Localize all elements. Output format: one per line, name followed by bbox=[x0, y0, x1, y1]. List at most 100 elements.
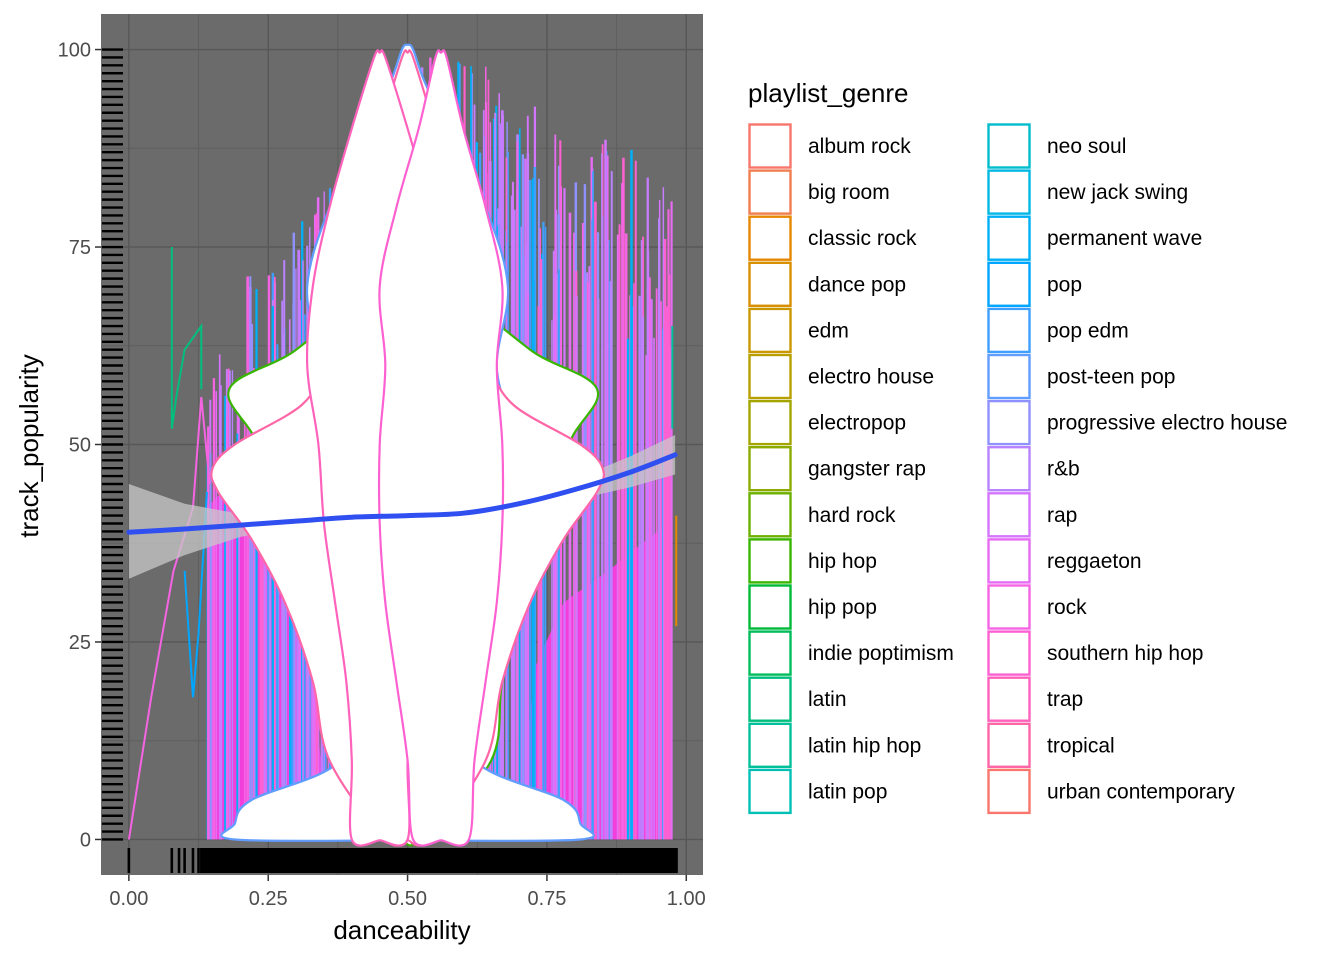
legend-key bbox=[987, 169, 1031, 215]
legend-item: latin bbox=[748, 676, 847, 722]
legend-key bbox=[748, 722, 792, 768]
legend-item: dance pop bbox=[748, 261, 906, 307]
y-tick-label: 75 bbox=[69, 237, 91, 259]
legend-label: latin hip hop bbox=[808, 734, 921, 757]
legend-label: new jack swing bbox=[1047, 181, 1188, 204]
legend-key bbox=[748, 584, 792, 630]
legend-title: playlist_genre bbox=[748, 78, 908, 108]
legend: playlist_genre album rock big room classic… bbox=[748, 78, 1287, 815]
legend-label: tropical bbox=[1047, 734, 1115, 757]
legend-key bbox=[987, 215, 1031, 261]
legend-key bbox=[748, 630, 792, 676]
legend-label: progressive electro house bbox=[1047, 412, 1287, 435]
x-tick-label: 0.00 bbox=[109, 888, 148, 910]
legend-label: indie poptimism bbox=[808, 642, 954, 665]
legend-item: latin hip hop bbox=[748, 722, 921, 768]
legend-key bbox=[748, 676, 792, 722]
legend-item: hip hop bbox=[748, 538, 877, 584]
legend-item: electro house bbox=[748, 353, 934, 400]
legend-key bbox=[987, 584, 1031, 630]
x-tick-label: 1.00 bbox=[667, 888, 706, 910]
legend-key bbox=[987, 630, 1031, 676]
legend-key bbox=[748, 492, 792, 538]
legend-item: edm bbox=[748, 307, 849, 354]
legend-label: neo soul bbox=[1047, 135, 1126, 158]
legend-item: urban contemporary bbox=[987, 768, 1235, 815]
legend-label: album rock bbox=[808, 135, 911, 158]
legend-key bbox=[748, 768, 792, 815]
legend-key bbox=[987, 538, 1031, 584]
legend-label: latin pop bbox=[808, 780, 887, 803]
legend-item: rock bbox=[987, 584, 1087, 630]
legend-item: album rock bbox=[748, 123, 911, 169]
legend-key bbox=[748, 123, 792, 169]
legend-key bbox=[987, 307, 1031, 354]
legend-label: southern hip hop bbox=[1047, 642, 1203, 665]
legend-item: southern hip hop bbox=[987, 630, 1203, 676]
legend-key bbox=[748, 169, 792, 215]
legend-label: rap bbox=[1047, 504, 1077, 527]
legend-label: gangster rap bbox=[808, 458, 926, 481]
x-tick-label: 0.25 bbox=[249, 888, 288, 910]
legend-label: edm bbox=[808, 319, 849, 342]
legend-label: hip hop bbox=[808, 550, 877, 573]
legend-item: gangster rap bbox=[748, 446, 926, 492]
legend-item: new jack swing bbox=[987, 169, 1188, 215]
y-tick-label: 50 bbox=[69, 435, 91, 457]
legend-key bbox=[987, 768, 1031, 815]
legend-key bbox=[987, 492, 1031, 538]
legend-item: rap bbox=[987, 492, 1077, 538]
legend-label: hip pop bbox=[808, 596, 877, 619]
violin-layer bbox=[210, 43, 606, 847]
legend-item: progressive electro house bbox=[987, 399, 1287, 446]
legend-label: dance pop bbox=[808, 273, 906, 296]
legend-item: r&b bbox=[987, 446, 1080, 492]
outlier-trace bbox=[183, 491, 208, 698]
legend-key bbox=[987, 261, 1031, 307]
x-axis-title: danceability bbox=[333, 915, 470, 945]
legend-label: pop bbox=[1047, 273, 1082, 296]
legend-item: neo soul bbox=[987, 123, 1126, 169]
legend-item: post-teen pop bbox=[987, 353, 1175, 400]
legend-key bbox=[748, 446, 792, 492]
legend-item: trap bbox=[987, 676, 1083, 722]
legend-label: rock bbox=[1047, 596, 1087, 619]
legend-key bbox=[748, 215, 792, 261]
legend-label: classic rock bbox=[808, 227, 917, 250]
legend-label: trap bbox=[1047, 688, 1083, 711]
y-tick-label: 25 bbox=[69, 632, 91, 654]
legend-label: big room bbox=[808, 181, 890, 204]
rug-layer bbox=[102, 48, 678, 873]
y-tick-label: 100 bbox=[58, 40, 91, 62]
legend-item: classic rock bbox=[748, 215, 917, 261]
legend-key bbox=[748, 353, 792, 400]
legend-label: post-teen pop bbox=[1047, 366, 1175, 389]
legend-item: tropical bbox=[987, 722, 1115, 768]
legend-key bbox=[987, 123, 1031, 169]
trend-line bbox=[126, 452, 678, 535]
violin-southern-hip-hop bbox=[377, 49, 505, 847]
legend-label: urban contemporary bbox=[1047, 780, 1235, 803]
legend-item: indie poptimism bbox=[748, 630, 954, 676]
y-axis-title: track_popularity bbox=[14, 354, 44, 538]
legend-key bbox=[987, 676, 1031, 722]
legend-item: reggaeton bbox=[987, 538, 1142, 584]
legend-item: big room bbox=[748, 169, 890, 215]
legend-label: latin bbox=[808, 688, 847, 711]
legend-key bbox=[987, 353, 1031, 400]
legend-key bbox=[987, 446, 1031, 492]
legend-item: pop bbox=[987, 261, 1082, 307]
x-tick-label: 0.75 bbox=[527, 888, 566, 910]
legend-label: pop edm bbox=[1047, 319, 1129, 342]
legend-label: reggaeton bbox=[1047, 550, 1142, 573]
legend-label: permanent wave bbox=[1047, 227, 1202, 250]
legend-label: electro house bbox=[808, 366, 934, 389]
legend-key bbox=[987, 722, 1031, 768]
legend-key bbox=[748, 307, 792, 354]
outlier-trace bbox=[170, 247, 203, 429]
legend-key bbox=[748, 538, 792, 584]
legend-item: electropop bbox=[748, 399, 906, 446]
legend-label: electropop bbox=[808, 412, 906, 435]
